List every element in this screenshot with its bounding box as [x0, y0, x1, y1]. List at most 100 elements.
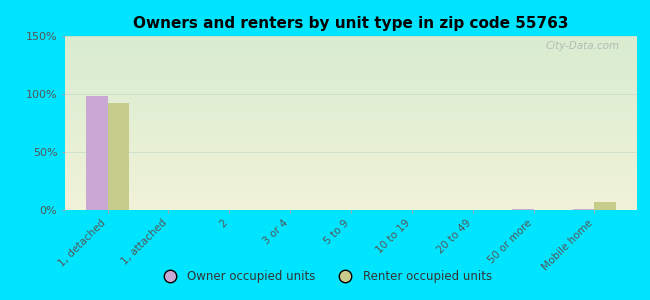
Bar	[65, 176, 637, 177]
Bar	[65, 189, 637, 190]
Bar	[65, 201, 637, 202]
Bar	[65, 56, 637, 57]
Bar	[65, 195, 637, 196]
Bar	[65, 106, 637, 107]
Bar	[65, 168, 637, 169]
Bar	[65, 191, 637, 192]
Bar	[65, 63, 637, 64]
Bar	[65, 173, 637, 174]
Bar	[65, 37, 637, 38]
Bar	[65, 193, 637, 194]
Bar	[65, 77, 637, 78]
Bar	[65, 120, 637, 121]
Bar	[65, 190, 637, 191]
Bar	[65, 100, 637, 101]
Bar	[65, 49, 637, 50]
Bar	[65, 45, 637, 46]
Bar	[65, 41, 637, 42]
Bar	[65, 208, 637, 209]
Bar	[65, 44, 637, 45]
Bar	[65, 143, 637, 144]
Bar	[65, 150, 637, 151]
Bar	[65, 151, 637, 152]
Bar	[65, 164, 637, 165]
Bar	[65, 40, 637, 41]
Bar	[65, 46, 637, 47]
Bar	[65, 199, 637, 200]
Bar	[65, 160, 637, 161]
Bar	[108, 103, 129, 210]
Bar	[65, 192, 637, 193]
Bar	[65, 60, 637, 61]
Bar	[65, 167, 637, 168]
Bar	[65, 134, 637, 135]
Bar	[65, 72, 637, 73]
Bar	[65, 64, 637, 65]
Bar	[65, 174, 637, 175]
Bar	[65, 154, 637, 155]
Bar	[65, 159, 637, 160]
Bar	[65, 177, 637, 178]
Bar	[65, 153, 637, 154]
Bar	[65, 43, 637, 44]
Bar	[65, 205, 637, 206]
Bar	[65, 38, 637, 39]
Bar	[65, 73, 637, 74]
Bar	[65, 75, 637, 76]
Bar	[65, 161, 637, 162]
Bar	[65, 145, 637, 146]
Bar	[65, 87, 637, 88]
Bar	[65, 70, 637, 71]
Bar	[65, 157, 637, 158]
Bar	[65, 71, 637, 72]
Bar	[65, 52, 637, 53]
Bar	[65, 132, 637, 133]
Text: City-Data.com: City-Data.com	[546, 41, 620, 51]
Bar	[65, 125, 637, 126]
Bar	[65, 51, 637, 52]
Bar	[65, 86, 637, 87]
Bar	[65, 39, 637, 40]
Bar	[65, 187, 637, 188]
Bar	[65, 169, 637, 170]
Bar	[65, 85, 637, 86]
Bar	[65, 103, 637, 104]
Bar	[65, 109, 637, 110]
Bar	[65, 88, 637, 89]
Bar	[65, 101, 637, 102]
Bar	[65, 147, 637, 148]
Bar	[65, 104, 637, 105]
Bar	[65, 163, 637, 164]
Bar	[65, 84, 637, 85]
Title: Owners and renters by unit type in zip code 55763: Owners and renters by unit type in zip c…	[133, 16, 569, 31]
Bar	[65, 118, 637, 119]
Bar	[65, 80, 637, 81]
Bar	[65, 135, 637, 136]
Bar	[65, 127, 637, 128]
Bar	[65, 152, 637, 153]
Bar	[65, 111, 637, 112]
Bar	[65, 59, 637, 60]
Bar	[65, 117, 637, 118]
Bar	[65, 194, 637, 195]
Bar	[65, 170, 637, 171]
Bar	[65, 62, 637, 63]
Bar	[512, 209, 534, 210]
Bar	[65, 113, 637, 114]
Bar	[65, 74, 637, 75]
Bar	[65, 92, 637, 93]
Bar	[65, 83, 637, 84]
Bar	[65, 186, 637, 187]
Bar	[65, 171, 637, 172]
Bar	[65, 99, 637, 100]
Bar	[65, 91, 637, 92]
Bar	[65, 114, 637, 115]
Bar	[65, 76, 637, 77]
Bar	[65, 185, 637, 186]
Bar	[65, 181, 637, 182]
Bar	[65, 58, 637, 59]
Bar	[65, 197, 637, 198]
Bar	[65, 89, 637, 90]
Bar	[65, 160, 637, 161]
Bar	[65, 209, 637, 210]
